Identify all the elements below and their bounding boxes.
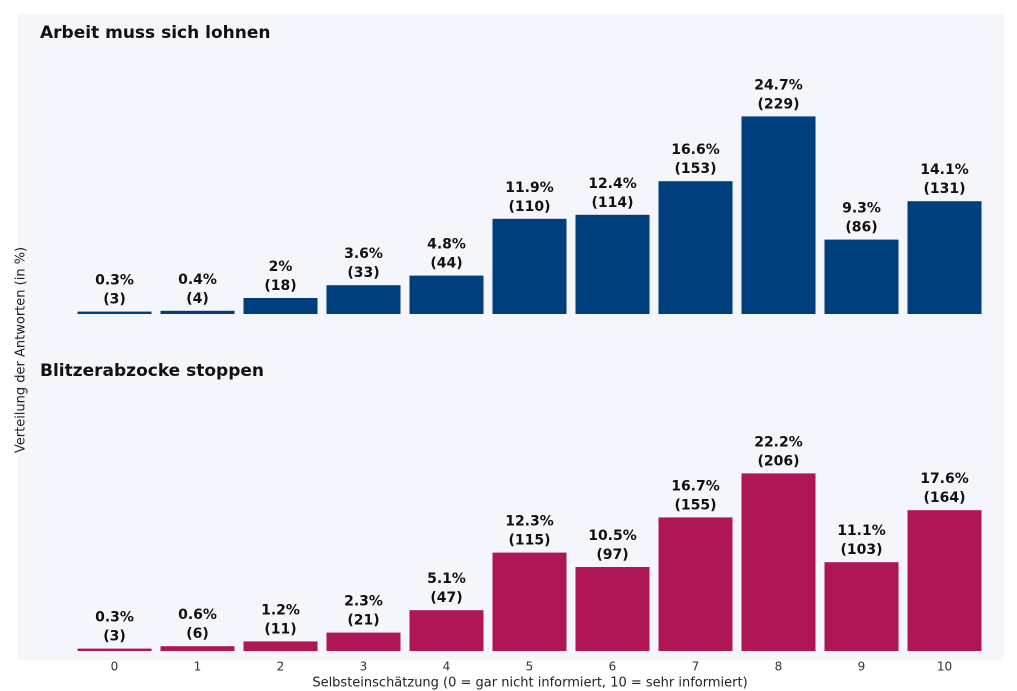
bar bbox=[77, 648, 152, 651]
bar bbox=[575, 567, 650, 651]
panel-title: Blitzerabzocke stoppen bbox=[40, 361, 264, 381]
count-label: (206) bbox=[757, 453, 799, 469]
value-label: 11.1% bbox=[837, 523, 886, 539]
x-axis-label: Selbsteinschätzung (0 = gar nicht inform… bbox=[312, 676, 747, 691]
x-tick-label: 5 bbox=[526, 660, 534, 674]
value-label: 12.4% bbox=[588, 176, 637, 192]
count-label: (110) bbox=[508, 199, 550, 215]
value-label: 5.1% bbox=[427, 571, 466, 587]
x-tick-label: 1 bbox=[194, 660, 202, 674]
count-label: (164) bbox=[923, 490, 965, 506]
value-label: 14.1% bbox=[920, 162, 969, 178]
value-label: 4.8% bbox=[427, 237, 466, 253]
value-label: 0.6% bbox=[178, 607, 217, 623]
value-label: 11.9% bbox=[505, 180, 554, 196]
count-label: (18) bbox=[264, 278, 296, 294]
x-tick-label: 6 bbox=[609, 660, 617, 674]
value-label: 2.3% bbox=[344, 594, 383, 610]
count-label: (114) bbox=[591, 195, 633, 211]
value-label: 2% bbox=[269, 259, 293, 275]
value-label: 0.3% bbox=[95, 610, 134, 626]
value-label: 0.4% bbox=[178, 272, 217, 288]
bar bbox=[824, 562, 899, 651]
count-label: (155) bbox=[674, 497, 716, 513]
count-label: (97) bbox=[596, 547, 628, 563]
bar bbox=[160, 646, 235, 651]
bar bbox=[160, 310, 235, 314]
value-label: 16.7% bbox=[671, 478, 720, 494]
bar bbox=[409, 275, 484, 314]
x-tick-label: 8 bbox=[775, 660, 783, 674]
y-axis-label: Verteilung der Antworten (in %) bbox=[14, 247, 29, 453]
bar bbox=[326, 285, 401, 314]
count-label: (3) bbox=[103, 629, 126, 645]
bar bbox=[824, 239, 899, 314]
x-tick-label: 2 bbox=[277, 660, 285, 674]
bar bbox=[243, 641, 318, 651]
value-label: 9.3% bbox=[842, 201, 881, 217]
bar bbox=[741, 116, 816, 315]
x-tick-label: 0 bbox=[111, 660, 119, 674]
count-label: (44) bbox=[430, 256, 462, 272]
value-label: 3.6% bbox=[344, 246, 383, 262]
bar bbox=[326, 632, 401, 651]
bar bbox=[907, 201, 982, 314]
count-label: (115) bbox=[508, 533, 550, 549]
count-label: (153) bbox=[674, 161, 716, 177]
value-label: 1.2% bbox=[261, 602, 300, 618]
panel-background bbox=[18, 14, 1004, 660]
count-label: (3) bbox=[103, 292, 126, 308]
count-label: (11) bbox=[264, 621, 296, 637]
count-label: (103) bbox=[840, 542, 882, 558]
value-label: 0.3% bbox=[95, 273, 134, 289]
x-tick-label: 4 bbox=[443, 660, 451, 674]
bar bbox=[243, 298, 318, 314]
bar bbox=[658, 181, 733, 314]
count-label: (33) bbox=[347, 265, 379, 281]
x-tick-label: 7 bbox=[692, 660, 700, 674]
bar bbox=[741, 473, 816, 651]
bar bbox=[658, 517, 733, 651]
count-label: (229) bbox=[757, 96, 799, 112]
value-label: 22.2% bbox=[754, 434, 803, 450]
x-tick-label: 3 bbox=[360, 660, 368, 674]
bar bbox=[907, 510, 982, 651]
panel-title: Arbeit muss sich lohnen bbox=[40, 23, 270, 43]
bar bbox=[492, 218, 567, 314]
count-label: (131) bbox=[923, 181, 965, 197]
count-label: (6) bbox=[186, 626, 209, 642]
x-tick-label: 10 bbox=[937, 660, 952, 674]
value-label: 12.3% bbox=[505, 514, 554, 530]
value-label: 10.5% bbox=[588, 528, 637, 544]
count-label: (4) bbox=[186, 291, 209, 307]
count-label: (86) bbox=[845, 220, 877, 236]
value-label: 17.6% bbox=[920, 471, 969, 487]
value-label: 16.6% bbox=[671, 142, 720, 158]
bar bbox=[575, 214, 650, 314]
count-label: (47) bbox=[430, 590, 462, 606]
x-tick-label: 9 bbox=[858, 660, 866, 674]
value-label: 24.7% bbox=[754, 77, 803, 93]
bar bbox=[409, 610, 484, 651]
bar bbox=[492, 552, 567, 651]
count-label: (21) bbox=[347, 613, 379, 629]
bar bbox=[77, 311, 152, 314]
